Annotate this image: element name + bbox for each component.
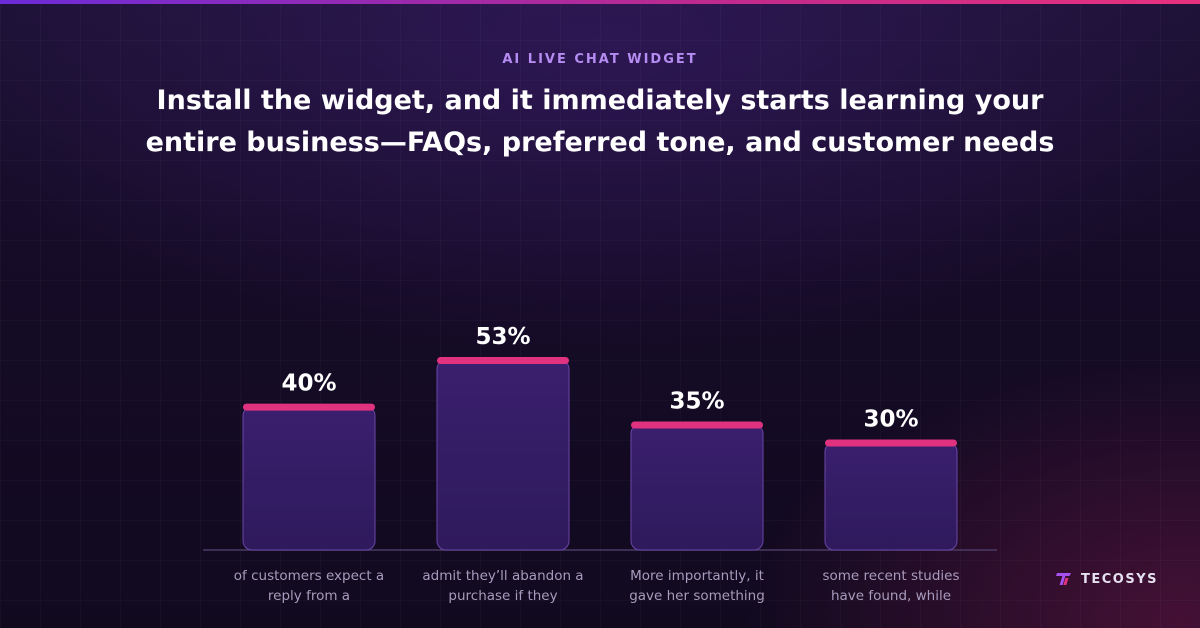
bar — [242, 406, 376, 551]
bar-cap — [631, 421, 763, 429]
headline-line-1: Install the widget, and it immediately s… — [156, 85, 1044, 116]
category-label-line: admit they’ll abandon a — [422, 568, 583, 584]
eyebrow-label: AI LIVE CHAT WIDGET — [502, 52, 698, 67]
brand-name: TECOSYS — [1081, 571, 1158, 587]
tecosys-logo-icon — [1056, 573, 1071, 585]
bar-cap — [243, 403, 375, 411]
category-label: some recent studies have found, while — [822, 568, 959, 604]
category-label-line: some recent studies — [822, 568, 959, 584]
bar-value-label: 35% — [669, 389, 724, 415]
brand: TECOSYS — [1056, 570, 1158, 588]
bar-cap — [825, 439, 957, 447]
headline-line-2: entire business—FAQs, preferred tone, an… — [145, 127, 1055, 158]
bar-cap — [437, 357, 569, 364]
bar — [630, 424, 764, 551]
category-label-line: More importantly, it — [630, 568, 764, 584]
category-label-line: gave her something — [629, 588, 765, 604]
bar — [824, 441, 958, 551]
bar-value-label: 30% — [863, 406, 918, 432]
top-accent-bar — [0, 0, 1200, 4]
category-label: More importantly, it gave her something — [629, 568, 765, 604]
category-label: of customers expect a reply from a — [234, 568, 384, 604]
category-label-line: of customers expect a — [234, 568, 384, 584]
category-label: admit they’ll abandon a purchase if they — [422, 568, 583, 604]
bar-value-label: 40% — [281, 371, 336, 397]
bar-chart: 40% of customers expect a reply from a 53% a… — [203, 324, 997, 604]
bar — [436, 359, 570, 551]
category-label-line: have found, while — [831, 588, 951, 604]
bar-value-label: 53% — [475, 324, 530, 350]
category-label-line: reply from a — [268, 588, 350, 604]
category-label-line: purchase if they — [448, 588, 557, 604]
headline: Install the widget, and it immediately s… — [60, 80, 1140, 164]
